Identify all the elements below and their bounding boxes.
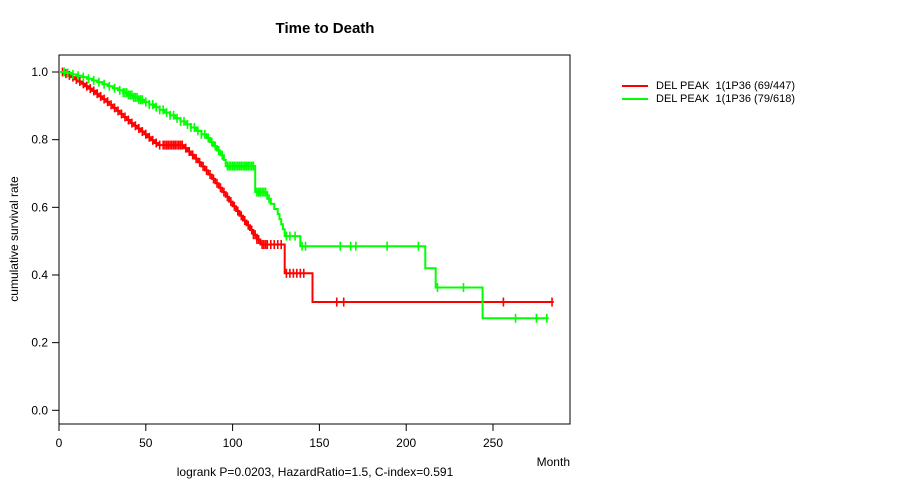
survival-curve-green — [59, 71, 549, 320]
plot-box — [58, 54, 571, 425]
legend-item-red: DEL PEAK 1(1P36 (69/447) — [622, 79, 795, 92]
y-tick-label: 0.8 — [31, 133, 48, 147]
x-tick-label: 50 — [139, 436, 153, 450]
chart-title: Time to Death — [275, 20, 375, 37]
x-axis-title: Month — [536, 455, 570, 469]
legend-line-swatch-red — [622, 84, 648, 87]
y-tick-label: 0.2 — [31, 336, 48, 350]
y-tick-label: 1.0 — [31, 65, 48, 79]
x-tick-label: 250 — [483, 436, 503, 450]
footer-stats-annotation: logrank P=0.0203, HazardRatio=1.5, C-ind… — [176, 465, 454, 479]
legend-line-swatch-green — [622, 97, 648, 100]
x-tick-label: 150 — [309, 436, 329, 450]
y-axis-title: cumulative survival rate — [7, 176, 21, 302]
y-tick-label: 0.4 — [31, 268, 48, 282]
x-tick-label: 100 — [223, 436, 243, 450]
legend-label-green: DEL PEAK 1(1P36 (79/618) — [656, 92, 796, 105]
legend: DEL PEAK 1(1P36 (69/447) DEL PEAK 1(1P36… — [622, 79, 795, 105]
survival-curve-red — [59, 71, 554, 303]
y-tick-label: 0.6 — [31, 200, 48, 214]
y-tick-label: 0.0 — [31, 403, 48, 417]
legend-item-green: DEL PEAK 1(1P36 (79/618) — [622, 92, 795, 105]
legend-label-red: DEL PEAK 1(1P36 (69/447) — [656, 79, 796, 92]
x-tick-label: 200 — [396, 436, 416, 450]
x-tick-label: 0 — [56, 436, 63, 450]
